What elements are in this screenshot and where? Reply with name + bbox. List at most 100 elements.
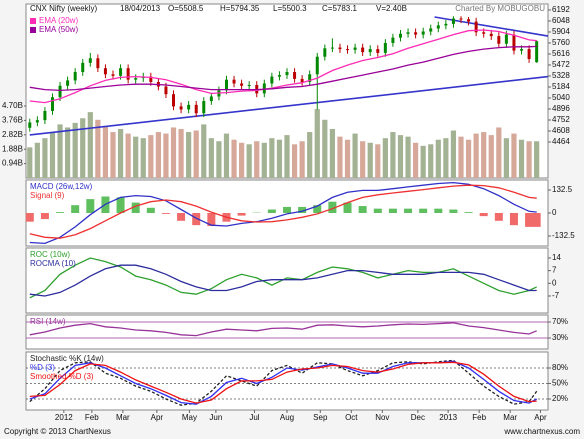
- candle-body: [398, 33, 402, 38]
- volume-bar: [208, 138, 214, 178]
- y2-tick-label: 0.94B: [2, 159, 23, 168]
- histogram-bar: [131, 202, 140, 213]
- candle-body: [58, 85, 62, 98]
- volume-bar: [163, 133, 169, 178]
- histogram-bar: [192, 213, 201, 226]
- candle-body: [28, 122, 32, 128]
- chart-title: CNX Nifty (weekly): [30, 4, 97, 13]
- y-tick-label: 132.5: [552, 185, 573, 194]
- candle-body: [330, 47, 334, 49]
- x-tick-label: Aug: [280, 413, 294, 422]
- candle-body: [96, 58, 100, 69]
- y-tick-label: 5184: [552, 82, 570, 91]
- volume-bar: [254, 141, 260, 178]
- volume-bar: [329, 128, 335, 178]
- volume-bar: [223, 133, 230, 178]
- candle-body: [134, 78, 138, 80]
- candle-body: [482, 32, 486, 34]
- volume-bar: [110, 132, 116, 178]
- candle-body: [383, 42, 387, 53]
- volume-bar: [49, 132, 56, 178]
- candle-body: [414, 32, 418, 35]
- histogram-bar: [404, 208, 413, 213]
- y-tick-label: 6192: [552, 5, 570, 14]
- volume-bar: [518, 139, 525, 178]
- volume-bar: [481, 132, 487, 178]
- y-tick-label: 14: [552, 253, 561, 262]
- y-tick-label: 5904: [552, 27, 570, 36]
- histogram-bar: [161, 213, 170, 214]
- candle-body: [202, 101, 206, 114]
- volume-bar: [133, 136, 139, 178]
- series-line: [29, 45, 537, 92]
- header-item: C=5783.1: [322, 4, 357, 13]
- copyright: Copyright © 2013 ChartNexus: [4, 427, 111, 436]
- histogram-bar: [532, 213, 541, 227]
- y-tick-label: 0: [552, 208, 557, 217]
- candle-body: [270, 76, 274, 84]
- y-tick-label: 5040: [552, 93, 570, 102]
- header-item: O=5508.5: [168, 4, 204, 13]
- histogram-bar: [207, 213, 216, 227]
- candle-body: [436, 25, 440, 29]
- series-line: [29, 361, 537, 404]
- candle-body: [73, 72, 77, 81]
- y-tick-label: 30%: [552, 333, 568, 342]
- volume-bar: [42, 138, 48, 178]
- volume-bar: [201, 124, 207, 178]
- volume-bar: [276, 139, 283, 178]
- x-tick-label: Mar: [503, 413, 517, 422]
- volume-bar: [405, 136, 411, 178]
- volume-bar: [170, 127, 177, 178]
- candle-body: [119, 68, 123, 76]
- candle-body: [277, 75, 281, 77]
- x-tick-label: 2012: [55, 413, 73, 422]
- histogram-bar: [328, 201, 337, 213]
- histogram-bar: [464, 212, 473, 213]
- candle-body: [126, 68, 130, 80]
- x-tick-label: Apr: [534, 413, 547, 422]
- histogram-bar: [343, 202, 352, 213]
- candle-body: [391, 37, 395, 43]
- legend-swatch: [30, 18, 36, 24]
- candle-body: [224, 79, 228, 91]
- volume-bar: [95, 119, 101, 178]
- candle-body: [247, 85, 251, 87]
- candle-body: [444, 23, 448, 26]
- candle-body: [489, 33, 493, 37]
- candle-body: [43, 110, 47, 121]
- histogram-bar: [40, 213, 49, 220]
- histogram-bar: [298, 206, 307, 213]
- volume-bar: [216, 141, 222, 178]
- candle-body: [50, 97, 54, 111]
- volume-bar: [87, 112, 93, 178]
- y-tick-label: 5760: [552, 38, 570, 47]
- y-tick-label: 4752: [552, 115, 570, 124]
- volume-bar: [360, 141, 366, 178]
- volume-bar: [352, 133, 358, 178]
- series-line: [29, 29, 537, 104]
- y-tick-label: 70%: [552, 317, 568, 326]
- volume-bar: [178, 128, 184, 178]
- volume-bar: [34, 142, 40, 178]
- candle-body: [497, 36, 501, 44]
- volume-bar: [239, 142, 245, 178]
- candle-body: [338, 47, 342, 50]
- candle-body: [240, 83, 244, 86]
- volume-bar: [390, 132, 396, 178]
- candle-body: [81, 62, 85, 73]
- histogram-bar: [25, 213, 34, 222]
- volume-bar: [465, 139, 472, 178]
- header-item: 18/04/2013: [120, 4, 161, 13]
- volume-bar: [473, 133, 479, 178]
- candle-body: [504, 34, 508, 44]
- volume-bar: [458, 136, 464, 178]
- y-tick-label: 50%: [552, 379, 568, 388]
- candle-body: [467, 19, 471, 22]
- candle-body: [285, 72, 289, 76]
- x-tick-label: May: [182, 413, 197, 422]
- candle-body: [474, 21, 478, 33]
- volume-bar: [526, 141, 532, 178]
- candle-body: [376, 49, 380, 53]
